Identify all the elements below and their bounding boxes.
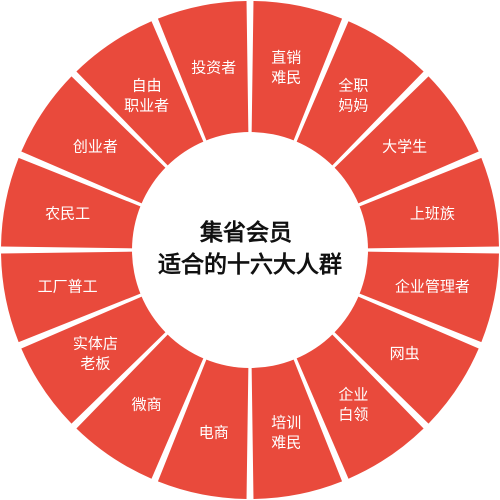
segment-label-line: 投资者 xyxy=(191,59,236,77)
segment-8 xyxy=(251,357,343,499)
segment-label-line: 上班族 xyxy=(410,205,455,223)
segment-label-15: 自由职业者 xyxy=(124,76,169,114)
center-circle xyxy=(132,132,368,368)
segment-label-line: 老板 xyxy=(80,354,110,372)
segment-label-line: 企业 xyxy=(338,386,368,404)
segment-label-line: 网虫 xyxy=(390,344,420,362)
segment-11 xyxy=(21,295,167,424)
segment-label-5: 企业管理者 xyxy=(395,277,470,295)
segment-label-line: 难民 xyxy=(271,433,301,451)
segment-3 xyxy=(333,76,479,205)
labels-layer: 直销难民 全职妈妈大学生上班族企业管理者网虫企业白领培训难民电商微商实体店老板工厂… xyxy=(38,49,470,452)
segment-label-line: 企业管理者 xyxy=(395,277,470,295)
segment-label-line: 职业者 xyxy=(124,96,169,114)
segment-label-line: 农民工 xyxy=(45,205,90,223)
segment-label-line: 微商 xyxy=(132,396,162,414)
segment-label-line: 电商 xyxy=(199,423,229,441)
center-title-line-1: 集省会员 xyxy=(199,219,292,246)
center-title-line-2: 适合的十六大人群 xyxy=(158,251,342,278)
segment-15 xyxy=(76,21,205,167)
segment-4 xyxy=(357,157,499,249)
segment-label-13: 农民工 xyxy=(45,205,90,223)
segment-label-8: 培训难民 xyxy=(271,413,301,451)
segment-2 xyxy=(295,21,424,167)
segment-label-11: 实体店老板 xyxy=(73,334,118,372)
segment-label-3: 大学生 xyxy=(382,138,427,156)
segment-label-line: 培训 xyxy=(271,413,301,431)
segment-5 xyxy=(357,251,499,343)
segment-16 xyxy=(157,1,249,143)
segment-label-1: 直销难民 xyxy=(271,49,301,87)
segment-label-14: 创业者 xyxy=(73,138,118,156)
segment-label-line: 直销 xyxy=(271,49,301,67)
segment-label-line: 工厂普工 xyxy=(38,277,98,295)
segment-label-line: 创业者 xyxy=(73,138,118,156)
segment-label-7: 企业白领 xyxy=(338,386,368,424)
segment-9 xyxy=(157,357,249,499)
segment-12 xyxy=(1,251,143,343)
segment-label-line: 妈妈 xyxy=(338,96,368,114)
center-title: 集省会员 适合的十六大人群 xyxy=(158,219,342,278)
segment-label-4: 上班族 xyxy=(410,205,455,223)
segment-label-12: 工厂普工 xyxy=(38,277,98,295)
segment-label-line: 白领 xyxy=(338,406,368,424)
segment-label-2: 全职妈妈 xyxy=(338,76,368,114)
segment-6 xyxy=(333,295,479,424)
segment-7 xyxy=(295,333,424,479)
segment-label-6: 网虫 xyxy=(390,344,420,362)
segment-label-9: 电商 xyxy=(199,423,229,441)
segment-label-16: 投资者 xyxy=(191,59,236,77)
segment-label-line: 大学生 xyxy=(382,138,427,156)
segment-label-10: 微商 xyxy=(132,396,162,414)
segment-14 xyxy=(21,76,167,205)
segment-label-line: 全职 xyxy=(338,76,368,94)
segment-10 xyxy=(76,333,205,479)
segment-label-line: 实体店 xyxy=(73,334,118,352)
segment-13 xyxy=(1,157,143,249)
segment-1 xyxy=(251,1,343,143)
segment-label-line: 难民 xyxy=(271,69,301,87)
segment-label-line: 自由 xyxy=(132,76,162,94)
